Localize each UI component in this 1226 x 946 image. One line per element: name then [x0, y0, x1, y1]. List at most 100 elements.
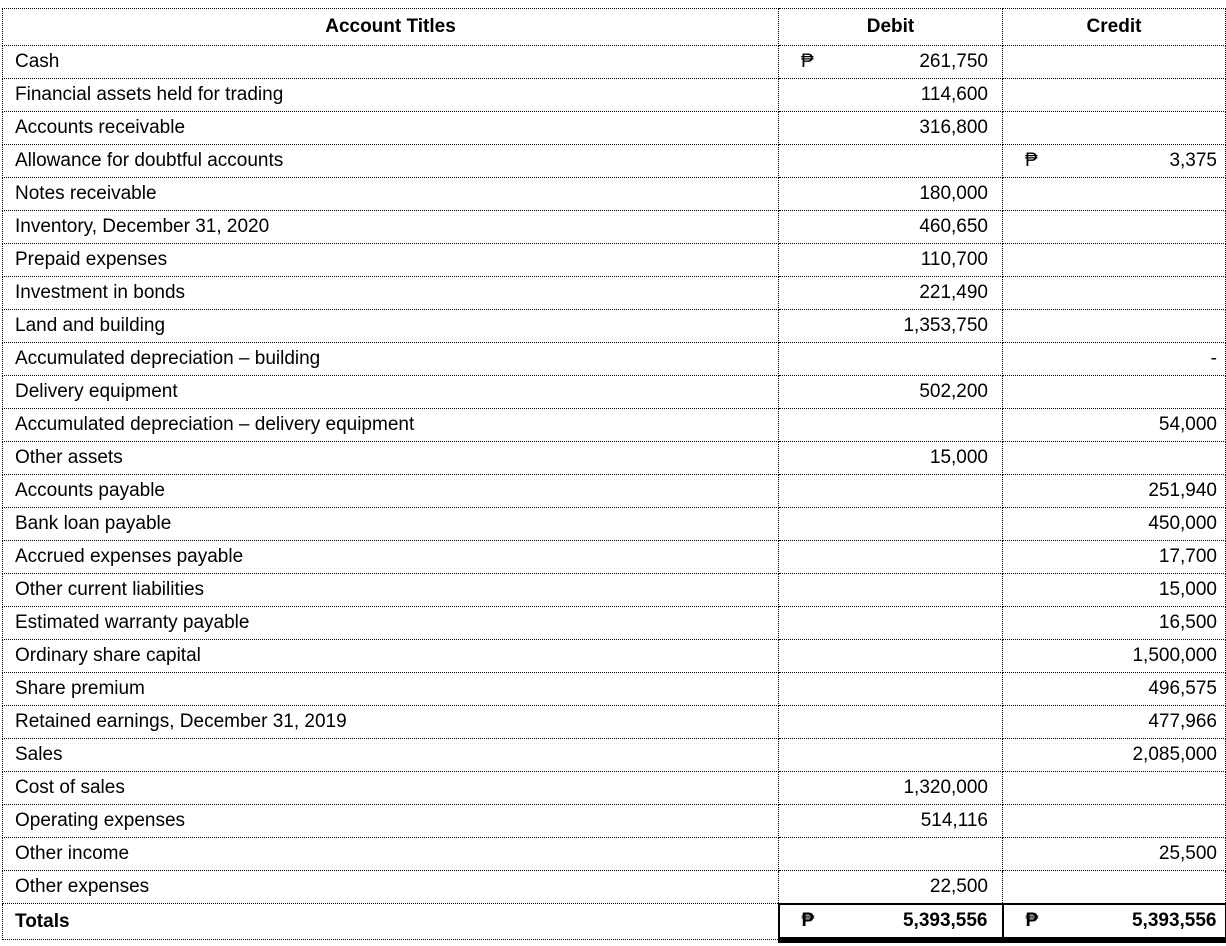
header-credit: Credit: [1002, 8, 1226, 46]
credit-cell: [1002, 111, 1226, 145]
credit-amount: 450,000: [1148, 513, 1217, 534]
debit-amount: 1,320,000: [903, 777, 988, 798]
credit-cell: [1002, 771, 1226, 805]
credit-cell: 25,500: [1002, 837, 1226, 871]
debit-cell: 110,700: [778, 243, 1003, 277]
credit-cell: [1002, 177, 1226, 211]
peso-sign: ₱: [801, 51, 814, 72]
credit-cell: [1002, 45, 1226, 79]
debit-cell: 316,800: [778, 111, 1003, 145]
peso-sign: ₱: [801, 909, 815, 931]
table-row: Bank loan payable 450,000: [2, 507, 1226, 541]
credit-cell: 54,000: [1002, 408, 1226, 442]
totals-row: Totals ₱ 5,393,556 ₱ 5,393,556: [2, 902, 1226, 943]
table-row: Financial assets held for trading 114,600: [2, 78, 1226, 112]
account-title-cell: Accumulated depreciation – delivery equi…: [2, 408, 779, 442]
credit-cell: [1002, 375, 1226, 409]
debit-cell: [778, 540, 1003, 574]
credit-cell: 450,000: [1002, 507, 1226, 541]
header-account-titles: Account Titles: [2, 8, 779, 46]
debit-cell: 221,490: [778, 276, 1003, 310]
credit-amount: 1,500,000: [1132, 645, 1217, 666]
credit-amount: 54,000: [1158, 414, 1217, 435]
table-row: Investment in bonds 221,490: [2, 276, 1226, 310]
credit-cell: 496,575: [1002, 672, 1226, 706]
credit-cell: 17,700: [1002, 540, 1226, 574]
credit-cell: 1,500,000: [1002, 639, 1226, 673]
peso-sign: ₱: [1025, 909, 1039, 931]
account-title-cell: Operating expenses: [2, 804, 779, 838]
debit-cell: [778, 738, 1003, 772]
credit-cell: 2,085,000: [1002, 738, 1226, 772]
debit-cell: 1,353,750: [778, 309, 1003, 343]
credit-cell: [1002, 210, 1226, 244]
table-row: Operating expenses 514,116: [2, 804, 1226, 838]
table-row: Cost of sales 1,320,000: [2, 771, 1226, 805]
debit-cell: [778, 342, 1003, 376]
credit-amount: 251,940: [1148, 480, 1217, 501]
totals-credit-amount: 5,393,556: [1131, 909, 1217, 931]
account-title-cell: Investment in bonds: [2, 276, 779, 310]
account-title-cell: Prepaid expenses: [2, 243, 779, 277]
table-row: Accounts receivable 316,800: [2, 111, 1226, 145]
table-row: Estimated warranty payable 16,500: [2, 606, 1226, 640]
table-row: Notes receivable 180,000: [2, 177, 1226, 211]
header-row: Account Titles Debit Credit: [2, 8, 1226, 46]
account-title-cell: Ordinary share capital: [2, 639, 779, 673]
account-title-cell: Retained earnings, December 31, 2019: [2, 705, 779, 739]
table-row: Sales 2,085,000: [2, 738, 1226, 772]
debit-cell: [778, 672, 1003, 706]
table-row: Accumulated depreciation – delivery equi…: [2, 408, 1226, 442]
table-row: Prepaid expenses 110,700: [2, 243, 1226, 277]
table-row: Accumulated depreciation – building -: [2, 342, 1226, 376]
debit-cell: 460,650: [778, 210, 1003, 244]
credit-amount: 3,375: [1169, 150, 1217, 171]
credit-cell: 15,000: [1002, 573, 1226, 607]
account-title-cell: Accounts receivable: [2, 111, 779, 145]
credit-cell: [1002, 78, 1226, 112]
table-row: Other current liabilities 15,000: [2, 573, 1226, 607]
credit-cell: [1002, 870, 1226, 904]
debit-cell: [778, 573, 1003, 607]
account-title-cell: Share premium: [2, 672, 779, 706]
debit-amount: 460,650: [919, 216, 988, 237]
debit-cell: [778, 639, 1003, 673]
debit-cell: 502,200: [778, 375, 1003, 409]
debit-amount: 221,490: [919, 282, 988, 303]
totals-debit-amount: 5,393,556: [902, 909, 988, 931]
credit-amount: 25,500: [1158, 843, 1217, 864]
totals-debit-cell: ₱ 5,393,556: [777, 902, 1004, 943]
debit-cell: [778, 837, 1003, 871]
table-row: Land and building 1,353,750: [2, 309, 1226, 343]
credit-cell: ₱ 3,375: [1002, 144, 1226, 178]
table-row: Accounts payable 251,940: [2, 474, 1226, 508]
debit-cell: ₱ 261,750: [778, 45, 1003, 79]
debit-cell: 180,000: [778, 177, 1003, 211]
account-title-cell: Other current liabilities: [2, 573, 779, 607]
account-title-cell: Accrued expenses payable: [2, 540, 779, 574]
debit-cell: [778, 408, 1003, 442]
credit-cell: [1002, 276, 1226, 310]
credit-amount: 477,966: [1148, 711, 1217, 732]
table-row: Ordinary share capital 1,500,000: [2, 639, 1226, 673]
account-title-cell: Accumulated depreciation – building: [2, 342, 779, 376]
debit-amount: 22,500: [929, 875, 988, 897]
debit-cell: [778, 606, 1003, 640]
debit-amount: 15,000: [929, 447, 988, 468]
debit-cell: 15,000: [778, 441, 1003, 475]
debit-amount: 114,600: [920, 84, 988, 105]
credit-amount: -: [1210, 348, 1217, 369]
account-title-cell: Other assets: [2, 441, 779, 475]
debit-cell: 514,116: [778, 804, 1003, 838]
debit-cell: [778, 144, 1003, 178]
totals-credit-cell: ₱ 5,393,556: [1001, 902, 1226, 943]
table-row: Inventory, December 31, 2020 460,650: [2, 210, 1226, 244]
credit-cell: [1002, 309, 1226, 343]
table-row: Cash ₱ 261,750: [2, 45, 1226, 79]
account-title-cell: Bank loan payable: [2, 507, 779, 541]
account-title-cell: Inventory, December 31, 2020: [2, 210, 779, 244]
credit-cell: 16,500: [1002, 606, 1226, 640]
credit-cell: -: [1002, 342, 1226, 376]
debit-cell: 22,500: [778, 870, 1003, 904]
table-row: Other income 25,500: [2, 837, 1226, 871]
